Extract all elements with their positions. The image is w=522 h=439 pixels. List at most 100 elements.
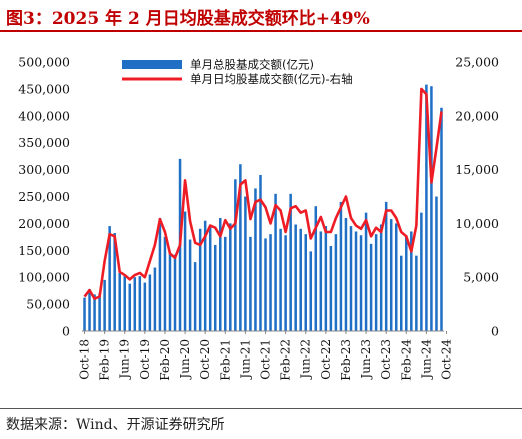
bar (435, 196, 438, 331)
x-tick-label: Feb-24 (399, 339, 413, 381)
bar (349, 226, 353, 331)
y-right-tick-label: 25,000 (455, 55, 499, 70)
x-tick-label: Oct-22 (319, 339, 333, 380)
bar (425, 84, 428, 331)
bar (274, 193, 277, 331)
y-right-tick-label: 15,000 (455, 162, 499, 177)
x-tick-label: Jun-21 (238, 339, 252, 381)
bar (259, 174, 262, 331)
bar (203, 220, 207, 331)
title-divider (0, 30, 522, 32)
bar (213, 244, 217, 331)
y-left-tick-label: 100,000 (18, 270, 70, 285)
bar (183, 211, 187, 331)
bar (143, 282, 147, 331)
bar (118, 272, 121, 331)
y-left-tick-label: 350,000 (18, 135, 70, 150)
bar (379, 224, 383, 331)
bar (163, 236, 167, 331)
bar (405, 235, 408, 331)
y-left-tick-label: 50,000 (26, 297, 70, 312)
chart-title: 图3：2025 年 2 月日均股基成交额环比+49% (6, 9, 370, 29)
bar (304, 234, 307, 331)
bar (329, 246, 333, 331)
legend-bar-label: 单月总股基成交额(亿元) (190, 58, 314, 72)
bar (113, 233, 116, 331)
y-right-tick-label: 20,000 (455, 108, 499, 123)
bar (364, 212, 368, 331)
bar (384, 201, 388, 331)
y-left-tick-label: 300,000 (18, 162, 70, 177)
x-tick-label: Oct-20 (198, 339, 212, 380)
x-tick-label: Feb-22 (279, 339, 293, 381)
legend-line-label: 单月日均股基成交额(亿元)-右轴 (190, 72, 353, 86)
bar (188, 239, 192, 331)
bar (239, 164, 242, 331)
line-series (83, 87, 443, 301)
y-left-tick-label: 200,000 (18, 216, 70, 231)
x-tick-label: Jun-24 (419, 339, 433, 381)
bar (219, 218, 222, 331)
bar (415, 255, 418, 331)
x-tick-label: Jun-20 (178, 339, 192, 381)
bar (138, 276, 142, 331)
bar (229, 223, 232, 331)
x-tick-label: Feb-20 (158, 339, 172, 381)
bar (344, 218, 348, 331)
bar (324, 226, 328, 331)
source-divider (0, 408, 522, 409)
bar (314, 206, 318, 331)
bar (440, 107, 443, 331)
bar-series (83, 84, 443, 332)
bar (289, 193, 292, 331)
bar (269, 234, 272, 331)
x-tick-label: Oct-24 (440, 339, 454, 380)
y-right-tick-label: 5,000 (463, 270, 499, 285)
bar (374, 234, 378, 331)
bar (299, 228, 302, 331)
bar (394, 223, 398, 331)
bar (208, 224, 212, 331)
x-tick-label: Oct-21 (259, 339, 273, 380)
bar (133, 277, 137, 331)
bar (224, 236, 227, 331)
x-tick-label: Oct-23 (379, 339, 393, 380)
bar (234, 179, 237, 331)
x-tick-label: Feb-21 (218, 339, 232, 381)
y-left-tick-label: 500,000 (18, 55, 70, 70)
bar (410, 231, 413, 331)
bar (153, 267, 157, 331)
y-left-tick-label: 250,000 (18, 189, 70, 204)
bar (334, 234, 338, 331)
bar (123, 276, 126, 331)
bar (430, 86, 433, 332)
bar (319, 231, 323, 331)
bar (309, 251, 313, 331)
bar (98, 293, 101, 331)
x-tick-label: Jun-22 (299, 339, 313, 381)
bar (369, 243, 373, 331)
bar (279, 228, 282, 331)
bar (168, 252, 172, 331)
bar (264, 238, 267, 331)
bar (83, 297, 86, 331)
y-left-tick-label: 0 (62, 324, 70, 339)
bar (249, 236, 252, 331)
bar (88, 289, 91, 331)
bar (148, 274, 152, 331)
source-note: 数据来源：Wind、开源证券研究所 (6, 417, 225, 433)
bar (193, 262, 197, 331)
x-tick-label: Oct-19 (138, 339, 152, 380)
bar (400, 255, 403, 331)
axes: 0 50,000 100,000 150,000 200,000 250,000 300,0… (18, 55, 499, 381)
bar (198, 228, 202, 331)
bar (294, 224, 297, 331)
bar (359, 235, 363, 331)
line-path (83, 87, 443, 301)
y-left-tick-label: 400,000 (18, 108, 70, 123)
y-right-tick-label: 0 (491, 324, 499, 339)
bar (103, 279, 106, 331)
bar (173, 254, 177, 331)
bar (158, 218, 162, 331)
